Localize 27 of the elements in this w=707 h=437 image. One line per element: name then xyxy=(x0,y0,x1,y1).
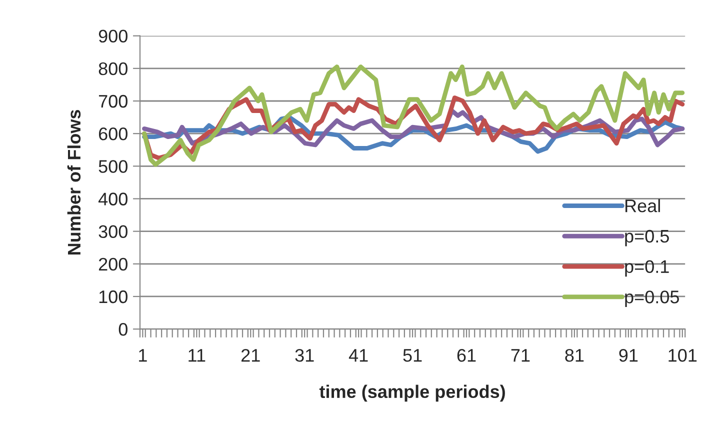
x-tick-label: 41 xyxy=(348,349,368,362)
x-tick-label: 71 xyxy=(511,349,530,362)
y-tick-label: 800 xyxy=(98,62,128,76)
y-tick-label: 0 xyxy=(118,322,128,336)
x-tick-label: 51 xyxy=(403,349,422,362)
x-tick-label: 11 xyxy=(188,349,206,362)
y-axis-title: Number of Flows xyxy=(67,110,81,254)
y-tick-label: 300 xyxy=(98,225,128,238)
y-tick-label: 200 xyxy=(98,258,128,271)
x-tick-label: 61 xyxy=(457,348,476,362)
legend-label: Real xyxy=(625,198,660,212)
y-tick-label: 700 xyxy=(98,94,128,108)
line-series xyxy=(142,64,685,167)
legend-label: p=0.5 xyxy=(625,230,669,246)
x-axis-title: time (sample periods) xyxy=(319,384,505,402)
y-tick-label: 100 xyxy=(99,290,128,304)
y-tick-label: 500 xyxy=(98,160,128,173)
x-tick-label: 91 xyxy=(619,348,638,362)
x-tick-label: 1 xyxy=(139,349,147,362)
x-tick-label: 101 xyxy=(668,348,697,362)
legend-label: p=0.1 xyxy=(625,260,669,277)
x-tick-label: 81 xyxy=(565,348,584,362)
y-tick-label: 400 xyxy=(98,192,128,206)
x-tick-label: 21 xyxy=(241,348,260,362)
x-tick-label: 31 xyxy=(295,348,314,362)
y-tick-label: 900 xyxy=(98,30,128,43)
y-tick-label: 600 xyxy=(98,128,128,140)
